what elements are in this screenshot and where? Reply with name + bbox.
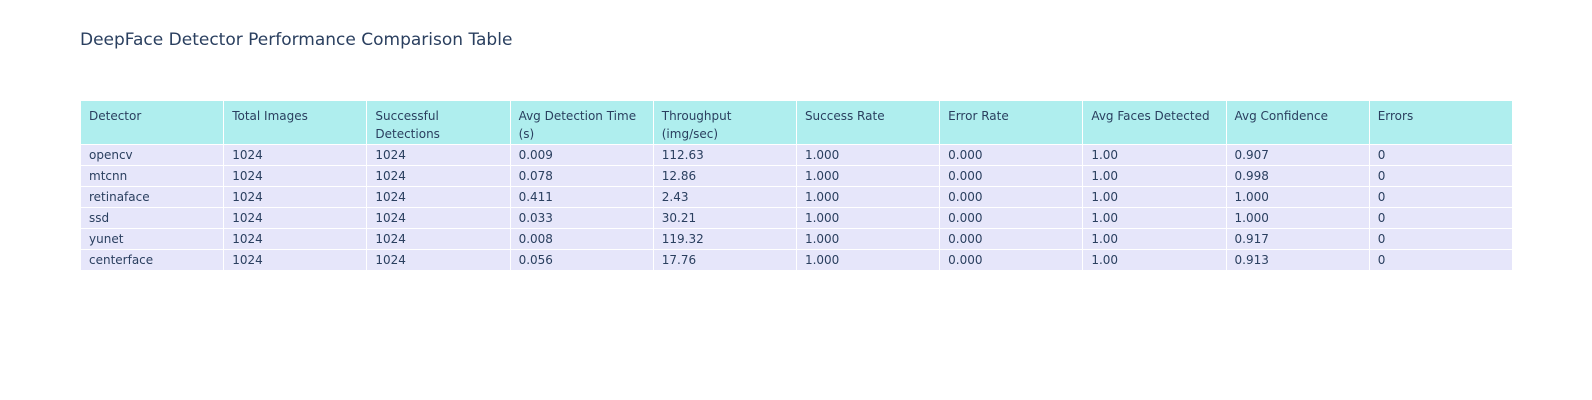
column-header: Error Rate — [939, 100, 1084, 145]
table-cell: 1024 — [223, 228, 368, 250]
table-cell: 1.000 — [795, 186, 941, 208]
detector-name-cell: ssd — [79, 207, 225, 229]
table-header-row: Detector Total Images Successful Detections… — [79, 100, 1513, 145]
table-cell: 112.63 — [652, 144, 797, 166]
table-cell: 0.917 — [1225, 228, 1370, 250]
table-cell: 1.000 — [1225, 186, 1370, 208]
detector-name-cell: centerface — [79, 249, 225, 271]
column-header-line: Successful — [375, 109, 439, 123]
table-cell: 1024 — [366, 165, 511, 187]
table-cell: 0.000 — [939, 165, 1084, 187]
table-cell: 1.000 — [795, 165, 941, 187]
column-header: Avg Faces Detected — [1082, 100, 1227, 145]
table-row: yunet 1024 1024 0.008 119.32 1.000 0.000 1.00 0.… — [79, 228, 1513, 250]
table-cell: 0 — [1368, 249, 1513, 271]
table-body: opencv 1024 1024 0.009 112.63 1.000 0.000 1.00 0… — [79, 144, 1513, 271]
table-cell: 1024 — [366, 249, 511, 271]
performance-table-container: Detector Total Images Successful Detections… — [79, 100, 1513, 271]
table-row: ssd 1024 1024 0.033 30.21 1.000 0.000 1.00 1.000… — [79, 207, 1513, 229]
detector-name-cell: yunet — [79, 228, 225, 250]
table-cell: 1024 — [366, 228, 511, 250]
table-cell: 1024 — [223, 144, 368, 166]
table-cell: 1.00 — [1082, 144, 1227, 166]
table-cell: 12.86 — [652, 165, 797, 187]
table-cell: 1.000 — [795, 144, 941, 166]
column-header-line: Avg Confidence — [1234, 109, 1329, 123]
detector-name-cell: retinaface — [79, 186, 225, 208]
table-cell: 0.411 — [509, 186, 654, 208]
table-cell: 0.907 — [1225, 144, 1370, 166]
column-header-line: Total Images — [232, 109, 308, 123]
detector-name-cell: mtcnn — [79, 165, 225, 187]
column-header: Errors — [1368, 100, 1513, 145]
table-cell: 0.000 — [939, 207, 1084, 229]
table-cell: 0.033 — [509, 207, 654, 229]
column-header-line: Avg Faces Detected — [1091, 109, 1210, 123]
table-cell: 1.000 — [795, 228, 941, 250]
table-cell: 1024 — [366, 186, 511, 208]
detector-name-cell: opencv — [79, 144, 225, 166]
column-header-line: Success Rate — [804, 109, 885, 123]
table-cell: 17.76 — [652, 249, 797, 271]
table-cell: 0.998 — [1225, 165, 1370, 187]
table-cell: 0.000 — [939, 228, 1084, 250]
table-cell: 2.43 — [652, 186, 797, 208]
table-cell: 0.009 — [509, 144, 654, 166]
table-cell: 1024 — [366, 144, 511, 166]
column-header-line: Detections — [375, 127, 440, 141]
table-cell: 1024 — [223, 249, 368, 271]
table-cell: 0.913 — [1225, 249, 1370, 271]
table-cell: 0 — [1368, 186, 1513, 208]
table-cell: 0 — [1368, 228, 1513, 250]
column-header-line: Throughput — [661, 109, 732, 123]
table-cell: 0.078 — [509, 165, 654, 187]
table-cell: 1.00 — [1082, 207, 1227, 229]
table-cell: 1.000 — [795, 249, 941, 271]
performance-table: Detector Total Images Successful Detections… — [79, 100, 1513, 271]
column-header-line: (s) — [518, 127, 535, 141]
column-header: Throughput (img/sec) — [652, 100, 797, 145]
table-cell: 0 — [1368, 144, 1513, 166]
table-cell: 1024 — [223, 207, 368, 229]
table-row: centerface 1024 1024 0.056 17.76 1.000 0.000 1.… — [79, 249, 1513, 271]
column-header-line: Error Rate — [948, 109, 1009, 123]
chart-title: DeepFace Detector Performance Comparison… — [80, 30, 513, 50]
table-row: retinaface 1024 1024 0.411 2.43 1.000 0.000 1.0… — [79, 186, 1513, 208]
table-cell: 119.32 — [652, 228, 797, 250]
table-cell: 0.000 — [939, 144, 1084, 166]
table-cell: 0.008 — [509, 228, 654, 250]
table-cell: 0 — [1368, 207, 1513, 229]
table-cell: 0.000 — [939, 249, 1084, 271]
column-header: Avg Confidence — [1225, 100, 1370, 145]
table-cell: 1.00 — [1082, 186, 1227, 208]
table-cell: 1024 — [223, 165, 368, 187]
column-header-line: Errors — [1377, 109, 1414, 123]
table-row: mtcnn 1024 1024 0.078 12.86 1.000 0.000 1.00 0.9… — [79, 165, 1513, 187]
table-cell: 0.056 — [509, 249, 654, 271]
table-cell: 1024 — [366, 207, 511, 229]
table-cell: 1.00 — [1082, 228, 1227, 250]
table-row: opencv 1024 1024 0.009 112.63 1.000 0.000 1.00 0… — [79, 144, 1513, 166]
table-cell: 1024 — [223, 186, 368, 208]
column-header-line: Detector — [89, 109, 142, 123]
column-header: Total Images — [223, 100, 368, 145]
column-header-line: (img/sec) — [661, 127, 719, 141]
table-cell: 1.000 — [1225, 207, 1370, 229]
column-header-line: Avg Detection Time — [518, 109, 637, 123]
column-header: Avg Detection Time (s) — [509, 100, 654, 145]
column-header: Detector — [79, 100, 225, 145]
table-cell: 1.00 — [1082, 249, 1227, 271]
table-cell: 0 — [1368, 165, 1513, 187]
table-cell: 30.21 — [652, 207, 797, 229]
table-cell: 1.000 — [795, 207, 941, 229]
column-header: Success Rate — [795, 100, 941, 145]
table-cell: 0.000 — [939, 186, 1084, 208]
table-cell: 1.00 — [1082, 165, 1227, 187]
column-header: Successful Detections — [366, 100, 511, 145]
